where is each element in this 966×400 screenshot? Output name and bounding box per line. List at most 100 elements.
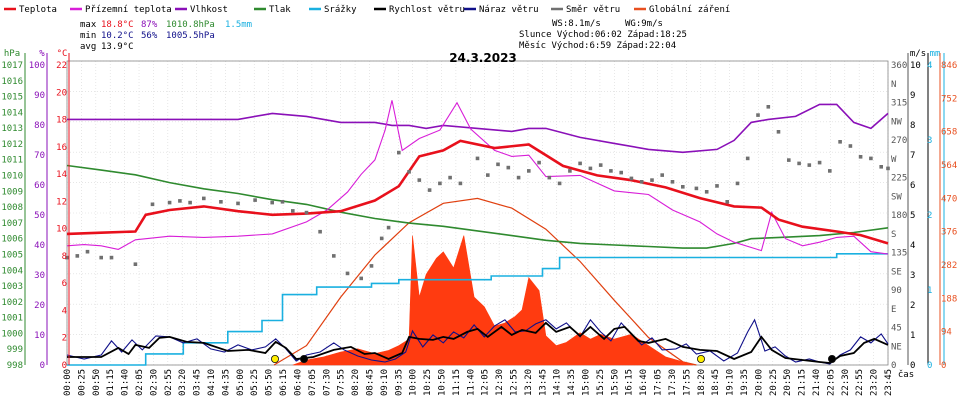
sunset-marker — [697, 354, 706, 363]
x-tick-label: 13:45 — [538, 369, 548, 396]
axis-wm2-tick: 658 — [941, 128, 957, 138]
wind-direction-point — [75, 254, 80, 258]
chart-legend: Teplota Přízemní teplota Vlhkost Tlak Srážky… — [4, 5, 730, 15]
wind-direction-point — [619, 170, 623, 175]
wind-direction-point — [359, 276, 363, 281]
axis-hpa-tick: 1007 — [1, 219, 23, 229]
chart-title: 24.3.2023 — [449, 51, 517, 65]
axis-dir-tick: SE — [891, 267, 902, 277]
axis-dir-tick: NW — [891, 117, 902, 127]
axis-dir-tick: 225 — [891, 174, 907, 184]
axis-ms-tick: 2 — [910, 301, 915, 311]
x-tick-label: 11:40 — [466, 369, 476, 396]
wind-direction-point — [65, 255, 69, 260]
axis-degc-tick: 18 — [56, 116, 67, 126]
wind-direction-point — [527, 169, 531, 173]
x-tick-label: 10:25 — [423, 369, 433, 396]
x-tick-label: 02:30 — [149, 369, 159, 396]
x-tick-label: 12:05 — [481, 369, 491, 396]
axis-ms-tick: 3 — [910, 271, 915, 281]
wind-direction-point — [369, 264, 374, 268]
axis-hpa-tick: 1013 — [1, 124, 23, 134]
axis-dir-tick: 45 — [891, 324, 902, 334]
wind-direction-point — [202, 196, 206, 201]
axis-hpa-tick: 1016 — [1, 77, 23, 87]
info-wg: WG:9m/s — [625, 19, 663, 29]
axis-hpa-tick: 1001 — [1, 314, 23, 324]
x-tick-label: 09:35 — [394, 369, 404, 396]
stat-value: 18.8°C — [101, 20, 134, 30]
wind-direction-point — [448, 175, 452, 180]
wind-direction-point — [486, 173, 490, 177]
x-tick-label: 01:40 — [121, 369, 131, 396]
axis-ms-unit: m/s — [910, 49, 926, 59]
x-tick-label: 07:05 — [308, 369, 318, 396]
x-tick-label: 22:30 — [841, 369, 851, 396]
series-tlak — [66, 164, 889, 249]
legend-item: Tlak — [269, 5, 291, 15]
wind-direction-point — [109, 255, 114, 260]
axis-wm2-tick: 0 — [941, 361, 946, 371]
axis-wm2-tick: 564 — [941, 161, 957, 171]
x-tick-label: 19:10 — [726, 369, 736, 396]
axis-dir-tick: S — [891, 230, 896, 240]
wind-direction-point — [167, 200, 172, 205]
series-prizemni-teplota — [66, 100, 889, 255]
wind-direction-point — [858, 155, 863, 159]
wind-direction-point — [650, 178, 654, 182]
axis-ms-tick: 7 — [910, 151, 915, 161]
x-tick-label: 15:50 — [610, 369, 620, 396]
axis-ms-tick: 10 — [910, 61, 921, 71]
x-tick-label: 14:35 — [567, 369, 577, 396]
axis-hpa-tick: 999 — [7, 345, 23, 355]
axis-hpa-tick: 998 — [7, 361, 23, 371]
info-moon: Měsíc Východ:6:59 Západ:22:04 — [519, 41, 676, 51]
axis-degc-tick: 14 — [56, 170, 67, 180]
x-tick-label: 17:05 — [654, 369, 664, 396]
wind-direction-point — [270, 200, 274, 205]
wind-direction-point — [506, 165, 511, 170]
x-tick-label: 21:40 — [812, 369, 822, 396]
x-tick-label: 23:45 — [884, 369, 894, 396]
wind-direction-point — [85, 249, 90, 254]
axis-dir-tick: W — [891, 155, 897, 165]
wind-direction-point — [869, 156, 873, 161]
axis-ms-tick: 0 — [910, 361, 915, 371]
x-tick-label: 00:25 — [77, 369, 87, 396]
wind-direction-point — [629, 176, 634, 181]
moonset-marker — [828, 354, 837, 363]
legend-item: Srážky — [324, 5, 357, 15]
axis-wm2-tick: 470 — [941, 194, 957, 204]
stat-value: min — [80, 31, 96, 41]
axis-degc-tick: 22 — [56, 61, 67, 71]
wind-direction-point — [291, 209, 295, 213]
wind-direction-point — [386, 225, 391, 230]
x-tick-label: 15:25 — [596, 369, 606, 396]
axis-dir-tick: SW — [891, 192, 902, 202]
axis-pct-tick: 10 — [34, 331, 45, 341]
x-tick-label: 21:15 — [798, 369, 808, 396]
wind-direction-point — [219, 200, 223, 204]
stat-value: 1010.8hPa — [166, 20, 215, 30]
legend-item: Náraz větru — [479, 5, 539, 15]
x-tick-label: 18:45 — [711, 369, 721, 396]
wind-direction-points — [65, 105, 890, 281]
axis-ms-tick: 6 — [910, 181, 915, 191]
legend-item: Směr větru — [566, 5, 620, 15]
wind-direction-point — [766, 105, 771, 109]
x-tick-label: 04:10 — [207, 369, 217, 396]
axis-mm-tick: 4 — [927, 61, 932, 71]
clear-sky-radiation-line — [273, 197, 697, 366]
axis-degc-tick: 8 — [62, 252, 67, 262]
wind-direction-point — [379, 236, 384, 241]
wind-direction-point — [99, 255, 103, 260]
axis-ms-tick: 8 — [910, 121, 915, 131]
stat-value: 10.2°C — [101, 31, 134, 41]
stat-value: 1005.5hPa — [166, 31, 215, 41]
wind-direction-point — [496, 162, 500, 167]
x-tick-label: 19:35 — [740, 369, 750, 396]
x-tick-label: 23:20 — [870, 369, 880, 396]
legend-item: Přízemní teplota — [85, 5, 172, 15]
axis-mm-tick: 1 — [927, 286, 932, 296]
axis-hpa-tick: 1006 — [1, 235, 23, 245]
